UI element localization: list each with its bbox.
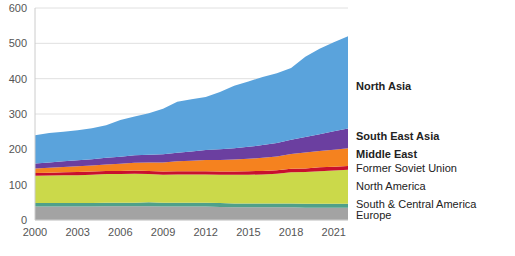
html-text:Europe: Europe — [356, 209, 392, 221]
svg-text:2006: 2006 — [108, 226, 132, 238]
html-text:North America: North America — [356, 180, 426, 192]
svg-text:0: 0 — [21, 214, 27, 226]
svg-text:100: 100 — [9, 179, 27, 191]
svg-text:2021: 2021 — [322, 226, 346, 238]
html-text:Former Soviet Union: Former Soviet Union — [356, 162, 457, 174]
svg-text:2018: 2018 — [279, 226, 303, 238]
html-text:North Asia: North Asia — [356, 80, 412, 92]
svg-text:2003: 2003 — [65, 226, 89, 238]
html-text:South East Asia: South East Asia — [356, 130, 440, 142]
svg-text:400: 400 — [9, 73, 27, 85]
svg-text:2000: 2000 — [23, 226, 47, 238]
html-text:Middle East: Middle East — [356, 148, 418, 160]
html-text:South & Central America: South & Central America — [356, 198, 477, 210]
svg-text:200: 200 — [9, 143, 27, 155]
svg-text:2015: 2015 — [236, 226, 260, 238]
svg-text:2012: 2012 — [193, 226, 217, 238]
svg-text:300: 300 — [9, 108, 27, 120]
svg-text:2009: 2009 — [151, 226, 175, 238]
svg-text:600: 600 — [9, 2, 27, 14]
svg-text:500: 500 — [9, 37, 27, 49]
